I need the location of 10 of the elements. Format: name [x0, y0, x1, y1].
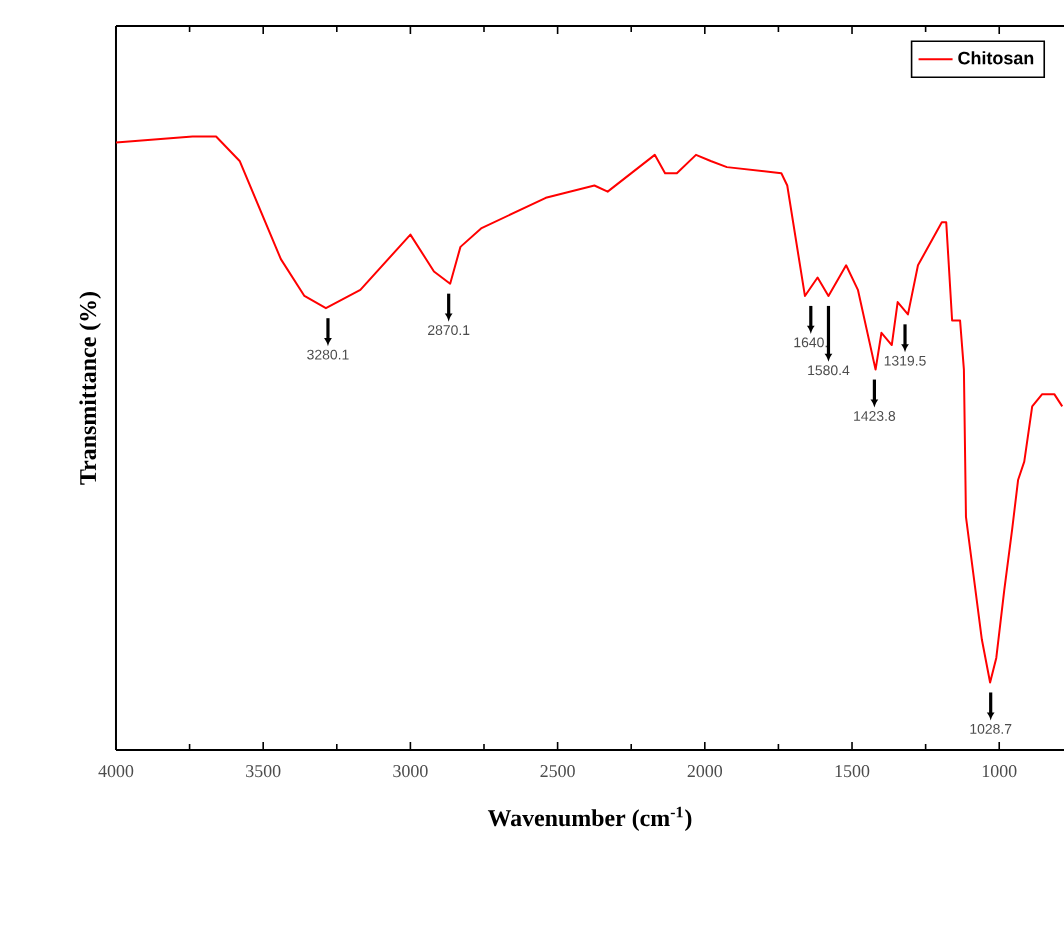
x-tick-label: 3500	[246, 765, 281, 778]
legend-label: Chitosan	[958, 51, 1034, 65]
x-axis-title: Wavenumber (cm$^{-1}$)	[487, 806, 692, 832]
x-tick-label: 4000	[98, 765, 134, 778]
x-tick-label: 1500	[835, 765, 870, 778]
x-tick-label: 2500	[540, 765, 575, 778]
y-axis-title: Transmittance (%)	[79, 292, 101, 485]
x-tick-label: 1000	[982, 765, 1017, 778]
x-tick-label: 3000	[393, 765, 428, 778]
x-tick-label: 2000	[687, 765, 723, 778]
